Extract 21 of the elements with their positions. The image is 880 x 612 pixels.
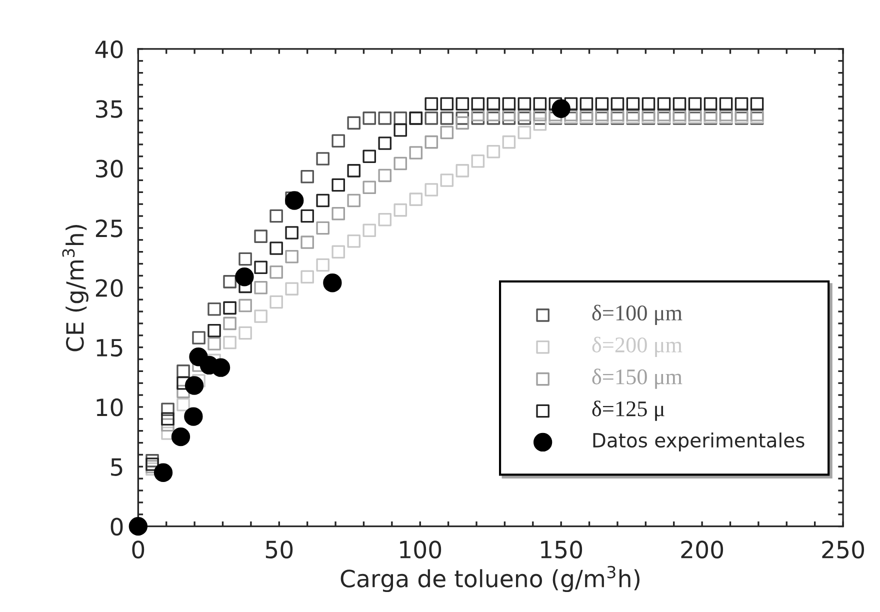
x-tick-label: 200	[681, 540, 724, 558]
y-tick-label: 5	[111, 458, 122, 476]
x-axis-title: Carga de tolueno (g/m$^{3}$h)	[340, 566, 640, 592]
x-tick-label: 150	[541, 540, 582, 558]
y-tick-label: 40	[95, 40, 123, 58]
y-tick-label: 10	[96, 398, 123, 416]
legend-label: δ=150 μm	[592, 368, 682, 389]
y-tick-label: 30	[96, 160, 123, 178]
y-tick-label: 0	[110, 518, 123, 536]
legend-label: δ=100 μm	[592, 304, 682, 326]
legend-label: δ=125 μ	[592, 400, 664, 421]
x-tick-label: 0	[132, 540, 144, 558]
x-tick-label: 50	[266, 540, 293, 558]
y-tick-label: 15	[96, 339, 122, 357]
y-tick-label: 25	[96, 219, 122, 238]
x-tick-label: 250	[822, 540, 864, 558]
y-axis-title: CE (g/m$^{3}$h)	[62, 224, 88, 352]
legend-label: Datos experimentales	[593, 432, 804, 452]
x-tick-label: 100	[400, 540, 442, 558]
y-tick-label: 20	[96, 279, 123, 297]
y-tick-label: 35	[96, 100, 122, 118]
